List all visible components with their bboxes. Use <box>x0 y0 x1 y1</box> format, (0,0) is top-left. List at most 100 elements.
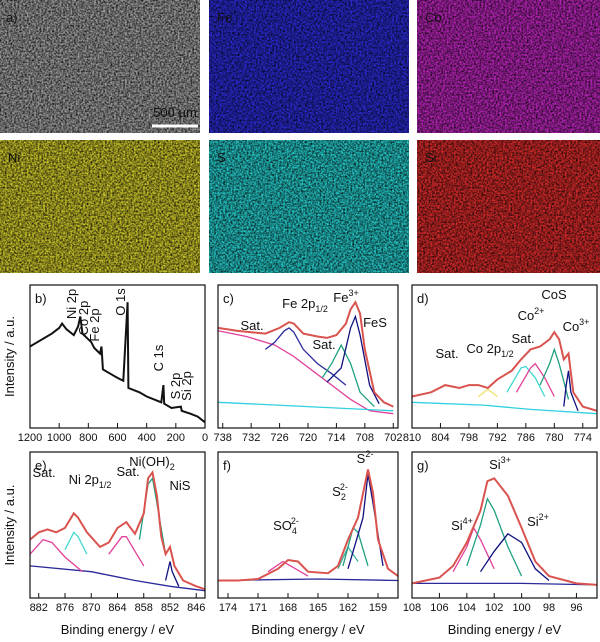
x-tick-label: 102 <box>485 602 503 614</box>
x-tick-label: 400 <box>137 432 155 444</box>
x-tick-label: 96 <box>570 602 582 614</box>
annotation: Si2+ <box>527 512 549 529</box>
annotation-text: SO <box>273 518 292 533</box>
x-tick-label: 1200 <box>18 432 42 444</box>
map-label: Si <box>425 150 437 165</box>
annotation: Si4+ <box>451 516 473 533</box>
map-label: S <box>217 150 226 165</box>
spectrum-line <box>452 526 495 573</box>
spectrum-line <box>411 330 598 412</box>
annotation: Co3+ <box>563 317 590 334</box>
annotation-sup: 2+ <box>539 512 549 522</box>
map-texture <box>417 0 600 133</box>
annotation-text: Sat. <box>240 318 263 333</box>
x-tick-label: 108 <box>403 602 421 614</box>
xps-chart: 174 171 168 165 162 159 f) Binding energy / eV S… <box>217 449 399 637</box>
spectrum-line <box>515 362 555 397</box>
annotation: FeS <box>363 315 387 330</box>
spectrum-line <box>29 469 206 591</box>
annotation-text: S <box>332 484 341 499</box>
x-tick-label: 792 <box>488 432 506 444</box>
x-axis-label: Binding energy / eV <box>251 622 365 637</box>
annotation-text: Fe 2p <box>282 296 315 311</box>
annotation-text: Si <box>527 514 539 529</box>
spectrum-line <box>412 582 598 586</box>
annotation-text: Co 2p <box>76 301 91 336</box>
annotation-sup: 2- <box>365 449 373 459</box>
x-tick-label: 774 <box>574 432 592 444</box>
eds-map <box>0 0 200 133</box>
annotation: Si3+ <box>489 455 511 472</box>
annotation: Ni 2p1/2 <box>69 472 112 490</box>
annotation: Sat. <box>312 337 335 352</box>
xps-chart: 1200 1000 800 600 400 200 0 b) Intensity / a.u. N… <box>2 284 208 444</box>
annotation-sub: 2 <box>341 492 346 502</box>
x-tick-label: 159 <box>369 602 387 614</box>
annotation-text: Sat. <box>312 337 335 352</box>
annotation-sup: 4+ <box>463 516 473 526</box>
panel-label: b) <box>35 291 47 306</box>
x-tick-label: 171 <box>249 602 267 614</box>
annotation-text: Sat. <box>32 465 55 480</box>
spectrum-line <box>411 477 598 586</box>
annotation-text: Sat. <box>435 346 458 361</box>
panel-label: g) <box>417 458 429 473</box>
annotation: SO42- <box>273 516 299 536</box>
spectrum-line <box>218 469 399 582</box>
x-tick-label: 810 <box>403 432 421 444</box>
annotation: Sat. <box>511 331 534 346</box>
map-texture <box>209 140 409 273</box>
annotation-sup: 2- <box>340 482 348 492</box>
annotation-text: S 2p <box>168 373 183 400</box>
x-tick-label: 864 <box>108 602 126 614</box>
map-label: Fe <box>217 10 232 25</box>
annotation-text: Si <box>451 518 463 533</box>
x-axis-label: Binding energy / eV <box>448 622 562 637</box>
xps-charts: 1200 1000 800 600 400 200 0 b) Intensity / a.u. N… <box>2 284 598 637</box>
annotation-text: Sat. <box>116 464 139 479</box>
map-label: Co <box>425 10 442 25</box>
annotation-text: Fe <box>333 290 348 305</box>
panel-label: a) <box>6 10 18 25</box>
annotation-sub: 1/2 <box>501 349 514 359</box>
annotation: Co2+ <box>518 306 545 323</box>
annotation: O 1s <box>113 288 128 316</box>
x-tick-label: 708 <box>356 432 374 444</box>
spectrum-line <box>321 343 375 408</box>
x-tick-label: 106 <box>430 602 448 614</box>
annotation-sup: 3+ <box>348 288 358 298</box>
spectrum-line <box>478 388 498 398</box>
x-tick-label: 732 <box>242 432 260 444</box>
panel-label: e) <box>35 458 47 473</box>
eds-map: Si <box>417 140 600 273</box>
spectrum-line <box>342 526 369 567</box>
spectrum-line <box>539 347 570 400</box>
plot-frame <box>411 451 598 599</box>
x-tick-label: 786 <box>517 432 535 444</box>
annotation-text: FeS <box>363 315 387 330</box>
x-tick-label: 174 <box>219 602 237 614</box>
map-texture <box>0 0 200 133</box>
annotation-text: Ni 2p <box>64 289 79 319</box>
annotation-text: O 1s <box>113 288 128 316</box>
xps-chart: 738 732 726 720 714 708 702 c) Sat. Fe 2p1/2 Sat. F… <box>214 284 402 444</box>
spectrum-line <box>29 302 206 424</box>
annotation-sub: 4 <box>292 526 297 536</box>
scale-bar-label: 500 µm <box>153 105 197 120</box>
panel-label: f) <box>223 458 231 473</box>
annotation: NiS <box>170 478 191 493</box>
x-tick-label: 858 <box>135 602 153 614</box>
spectrum-line <box>466 497 523 577</box>
annotation-text: S <box>357 451 366 466</box>
x-tick-label: 100 <box>512 602 530 614</box>
annotation: Sat. <box>240 318 263 333</box>
x-tick-label: 162 <box>339 602 357 614</box>
annotation: Co 2p <box>76 301 91 336</box>
annotation-text: Si <box>489 457 501 472</box>
annotation: Fe 2p <box>87 308 102 341</box>
y-axis-label: Intensity / a.u. <box>2 316 17 397</box>
x-tick-label: 600 <box>108 432 126 444</box>
annotation: Fe3+ <box>333 288 358 305</box>
annotation-sup: 2- <box>291 516 299 526</box>
x-tick-label: 165 <box>309 602 327 614</box>
